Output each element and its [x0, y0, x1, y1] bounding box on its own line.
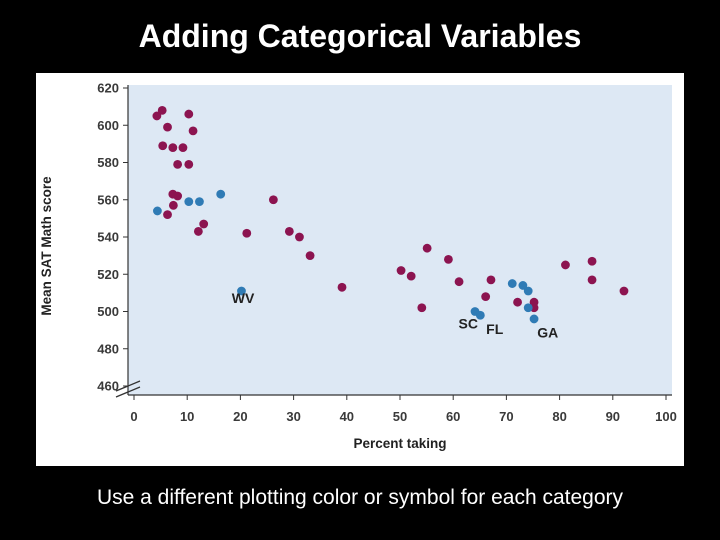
x-tick-label: 20	[233, 409, 247, 424]
data-point-series-a	[486, 275, 496, 285]
data-point-series-a	[619, 286, 629, 296]
plot-area	[128, 85, 672, 395]
data-point-series-a	[295, 232, 304, 242]
y-tick-label: 460	[97, 379, 119, 394]
data-point-series-a	[193, 227, 203, 236]
data-point-series-b	[523, 303, 533, 313]
x-tick-label: 100	[655, 409, 677, 424]
y-tick-label: 560	[97, 192, 119, 207]
point-annotation-wv: WV	[232, 290, 255, 306]
data-point-series-a	[184, 159, 194, 169]
data-point-series-a	[168, 143, 178, 152]
x-tick-label: 60	[446, 409, 460, 424]
y-tick-label: 580	[97, 155, 119, 170]
data-point-series-a	[444, 254, 453, 264]
data-point-series-a	[268, 195, 278, 205]
data-point-series-a	[163, 210, 172, 220]
chart-panel: 460 480 500 520 540 560 580 600 620 0 10 20 30 40 50 60…	[36, 73, 684, 466]
data-point-series-a	[587, 275, 597, 285]
data-point-series-a	[173, 159, 183, 169]
x-tick-label: 30	[286, 409, 300, 424]
x-tick-label: 10	[180, 409, 194, 424]
data-point-series-b	[153, 206, 162, 216]
data-point-series-a	[305, 251, 315, 261]
y-axis-title: Mean SAT Math score	[39, 176, 54, 316]
x-tick-label: 0	[130, 409, 137, 424]
data-point-series-a	[157, 105, 167, 115]
point-annotation-ga: GA	[537, 325, 558, 341]
y-tick-label: 520	[97, 267, 119, 282]
slide-title: Adding Categorical Variables	[138, 18, 582, 54]
y-tick-label: 500	[97, 304, 119, 319]
data-point-series-a	[422, 243, 432, 253]
data-point-series-a	[178, 143, 188, 152]
data-point-series-a	[188, 126, 198, 136]
x-tick-label: 50	[393, 409, 407, 424]
data-point-series-a	[337, 282, 347, 292]
point-annotation-sc: SC	[459, 315, 478, 331]
x-tick-label: 90	[606, 409, 620, 424]
data-point-series-b	[507, 279, 517, 288]
data-point-series-b	[216, 189, 226, 199]
data-point-series-a	[184, 109, 194, 119]
y-tick-label: 600	[97, 118, 119, 133]
data-point-series-a	[242, 228, 252, 238]
data-point-series-a	[481, 292, 491, 301]
y-tick-label: 480	[97, 341, 119, 356]
data-point-series-b	[195, 197, 204, 207]
data-point-series-a	[513, 297, 522, 307]
data-point-series-a	[454, 277, 464, 287]
slide-caption: Use a different plotting color or symbol…	[96, 486, 624, 509]
x-tick-label: 80	[552, 409, 566, 424]
data-point-series-a	[173, 191, 183, 201]
data-point-series-a	[406, 271, 416, 281]
data-point-series-a	[284, 227, 294, 236]
data-point-series-a	[587, 256, 597, 266]
x-tick-label: 40	[340, 409, 354, 424]
data-point-series-b	[529, 314, 539, 324]
point-annotation-fl: FL	[486, 321, 504, 337]
data-point-series-b	[184, 197, 194, 207]
data-point-series-a	[561, 260, 570, 270]
x-axis-title: Percent taking	[353, 436, 446, 451]
scatter-chart: 460 480 500 520 540 560 580 600 620 0 10 20 30 40 50 60…	[39, 81, 677, 452]
data-point-series-a	[158, 141, 168, 151]
data-point-series-b	[523, 286, 533, 296]
x-tick-label: 70	[499, 409, 513, 424]
data-point-series-a	[417, 303, 427, 313]
axis-break-mark	[115, 386, 141, 398]
data-point-series-a	[152, 111, 162, 121]
data-point-series-b	[237, 286, 246, 296]
data-point-series-a	[168, 200, 178, 210]
data-point-series-a	[199, 219, 209, 229]
data-point-series-a	[163, 122, 172, 132]
data-point-series-a	[396, 266, 406, 275]
data-point-series-b	[518, 281, 528, 290]
y-tick-label: 540	[97, 230, 119, 245]
y-tick-label: 620	[97, 81, 119, 96]
data-point-series-b	[475, 310, 485, 320]
